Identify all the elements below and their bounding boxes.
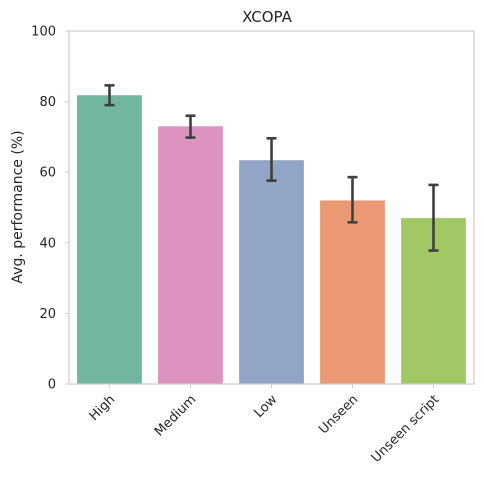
y-tick-label: 0 bbox=[48, 378, 56, 393]
y-tick-label: 20 bbox=[39, 307, 56, 322]
chart-title: XCOPA bbox=[242, 8, 293, 26]
plot-area: High Medium Low Unseen Unseen script 0 20 40 60 8… bbox=[31, 25, 475, 466]
bar-high bbox=[77, 95, 142, 384]
y-tick-label: 100 bbox=[31, 25, 56, 40]
x-tick-label: Medium bbox=[152, 392, 199, 439]
x-tick-label: Unseen script bbox=[369, 392, 443, 466]
bar-low bbox=[239, 160, 304, 384]
x-tick-label: Unseen bbox=[316, 392, 361, 437]
y-tick-label: 80 bbox=[39, 95, 56, 110]
bar-unseen bbox=[320, 200, 385, 384]
x-tick-label: Low bbox=[252, 392, 281, 421]
y-tick-label: 40 bbox=[39, 236, 56, 251]
x-tick-label: High bbox=[87, 392, 119, 424]
y-axis-label: Avg. performance (%) bbox=[10, 130, 26, 283]
axes-frame bbox=[68, 30, 475, 385]
bar-medium bbox=[158, 126, 223, 384]
y-tick-label: 60 bbox=[39, 166, 56, 181]
